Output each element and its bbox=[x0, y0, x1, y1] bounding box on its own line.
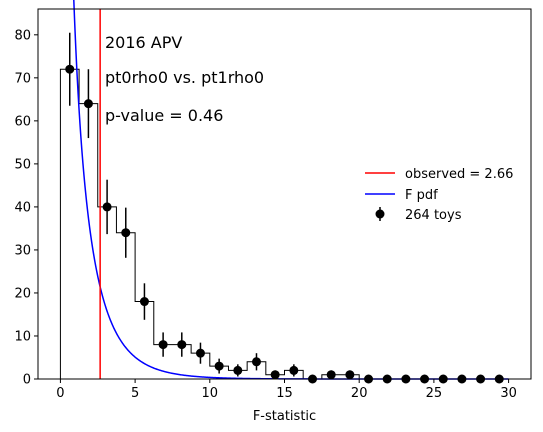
marker bbox=[233, 365, 243, 375]
marker bbox=[102, 202, 112, 212]
toy-point bbox=[270, 370, 280, 380]
marker bbox=[289, 365, 299, 375]
marker bbox=[326, 370, 336, 380]
toy-point bbox=[195, 342, 205, 364]
legend: observed = 2.66 F pdf 264 toys bbox=[365, 167, 513, 223]
legend-swatch-toys-marker bbox=[375, 209, 385, 219]
x-tick-label: 0 bbox=[56, 386, 64, 401]
x-axis-label: F-statistic bbox=[253, 409, 316, 424]
toy-point bbox=[65, 32, 75, 106]
toy-point bbox=[177, 332, 187, 357]
legend-label-toys: 264 toys bbox=[405, 208, 462, 223]
y-axis-ticks: 0 10 20 30 40 50 60 70 80 bbox=[14, 28, 38, 388]
x-axis-ticks: 0 5 10 15 20 25 30 bbox=[56, 379, 517, 401]
y-tick-label: 70 bbox=[14, 71, 31, 86]
marker bbox=[83, 99, 93, 109]
marker bbox=[177, 340, 187, 350]
toy-point bbox=[345, 370, 355, 380]
x-tick-label: 30 bbox=[500, 386, 517, 401]
marker bbox=[345, 370, 355, 380]
annotation-pvalue: p-value = 0.46 bbox=[105, 106, 223, 125]
toy-point bbox=[121, 207, 131, 258]
toy-point bbox=[139, 283, 149, 320]
x-tick-label: 5 bbox=[131, 386, 139, 401]
toy-point bbox=[158, 332, 168, 357]
y-tick-label: 30 bbox=[14, 243, 31, 258]
y-tick-label: 80 bbox=[14, 28, 31, 43]
annotation-comparison: pt0rho0 vs. pt1rho0 bbox=[105, 68, 264, 87]
y-tick-label: 10 bbox=[14, 329, 31, 344]
marker bbox=[65, 64, 75, 74]
y-tick-label: 60 bbox=[14, 114, 31, 129]
toy-point bbox=[326, 370, 336, 380]
marker bbox=[139, 297, 149, 307]
marker bbox=[270, 370, 280, 380]
toy-point bbox=[233, 364, 243, 377]
toy-point bbox=[102, 179, 112, 235]
y-tick-label: 0 bbox=[23, 373, 31, 388]
y-tick-label: 40 bbox=[14, 200, 31, 215]
marker bbox=[251, 357, 261, 367]
y-tick-label: 50 bbox=[14, 157, 31, 172]
x-tick-label: 10 bbox=[202, 386, 219, 401]
marker bbox=[158, 340, 168, 350]
y-tick-label: 20 bbox=[14, 286, 31, 301]
marker bbox=[195, 348, 205, 358]
legend-label-observed: observed = 2.66 bbox=[405, 167, 513, 182]
legend-label-f-pdf: F pdf bbox=[405, 188, 438, 203]
marker bbox=[121, 228, 131, 238]
toy-point bbox=[83, 69, 93, 139]
x-tick-label: 25 bbox=[426, 386, 443, 401]
toy-point bbox=[214, 358, 224, 374]
toy-point bbox=[289, 364, 299, 377]
x-tick-label: 15 bbox=[276, 386, 293, 401]
annotation-era: 2016 APV bbox=[105, 33, 182, 52]
marker bbox=[214, 361, 224, 371]
axes-frame bbox=[37, 8, 532, 380]
toy-point bbox=[251, 353, 261, 371]
x-tick-label: 20 bbox=[351, 386, 368, 401]
